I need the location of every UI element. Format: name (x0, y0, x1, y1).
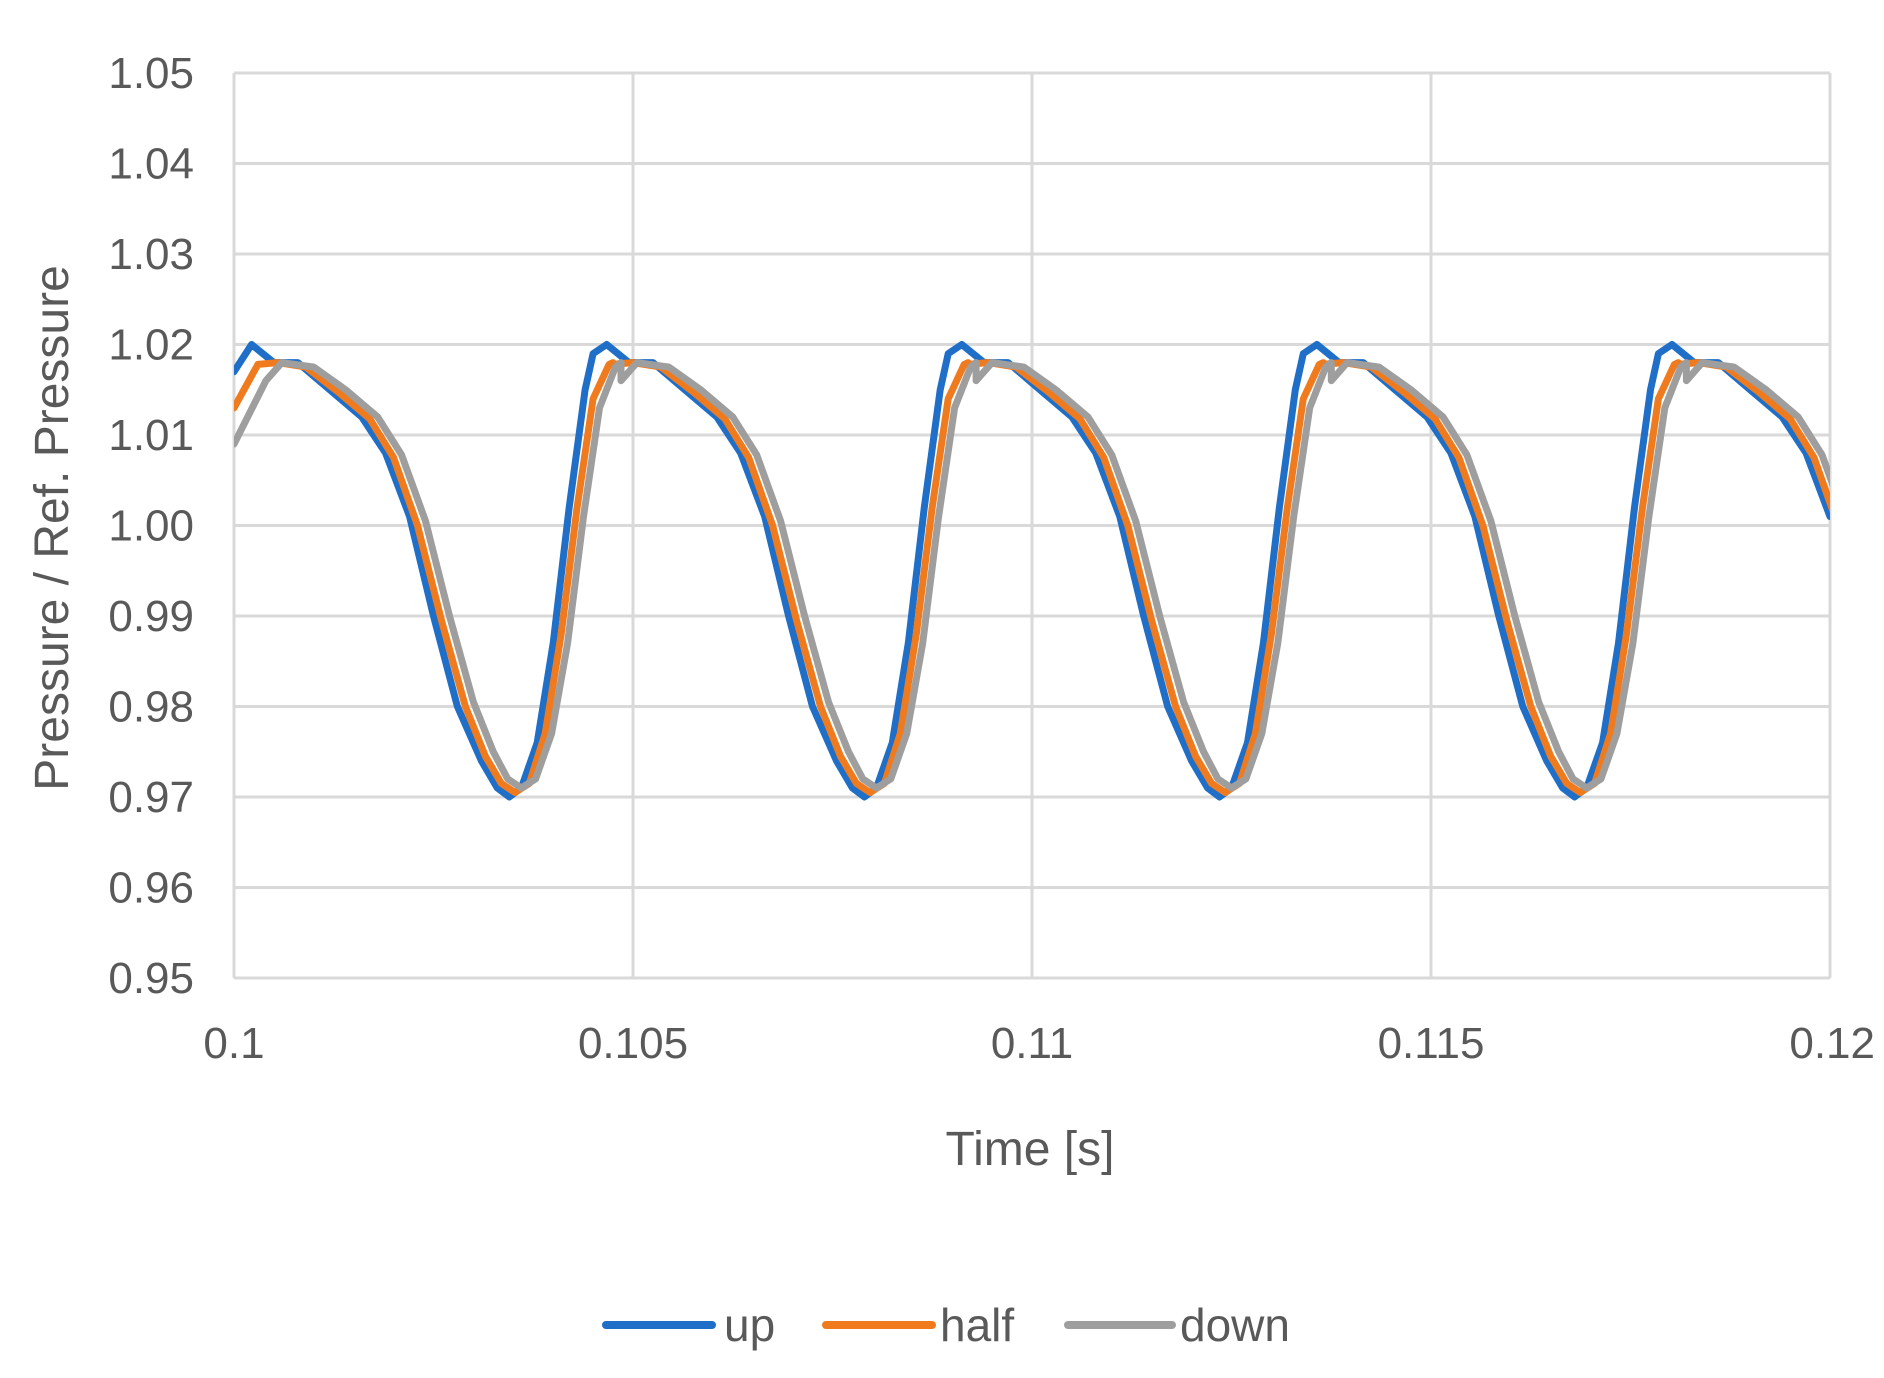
y-tick-label: 1.02 (108, 321, 194, 370)
x-tick-label: 0.1 (203, 1019, 264, 1068)
legend: up half down (602, 1299, 1290, 1351)
series-layer (234, 341, 1830, 801)
y-tick-label: 0.98 (108, 683, 194, 732)
series-line-half (234, 359, 1830, 796)
y-axis-title: Pressure / Ref. Pressure (26, 265, 79, 791)
y-tick-label: 0.99 (108, 592, 194, 641)
y-tick-label: 1.05 (108, 49, 194, 98)
legend-label-half: half (940, 1299, 1014, 1351)
y-tick-label: 1.01 (108, 411, 194, 460)
y-tick-label: 0.97 (108, 773, 194, 822)
tick-layer: 1.05 1.04 1.03 1.02 1.01 1.00 0.99 0.98 0.97 0.96… (108, 49, 1875, 1068)
x-tick-label: 0.12 (1789, 1019, 1875, 1068)
x-tick-label: 0.115 (1378, 1019, 1485, 1068)
grid-layer (232, 71, 1832, 980)
series-line-down (234, 359, 1830, 792)
y-tick-label: 0.95 (108, 954, 194, 1003)
y-tick-label: 1.03 (108, 230, 194, 279)
y-tick-label: 1.00 (108, 502, 194, 551)
y-tick-label: 0.96 (108, 864, 194, 913)
y-tick-label: 1.04 (108, 140, 194, 189)
x-tick-label: 0.11 (991, 1019, 1073, 1068)
x-tick-label: 0.105 (578, 1019, 688, 1068)
legend-label-down: down (1180, 1299, 1290, 1351)
x-axis-title: Time [s] (946, 1123, 1115, 1176)
legend-label-up: up (724, 1299, 775, 1351)
